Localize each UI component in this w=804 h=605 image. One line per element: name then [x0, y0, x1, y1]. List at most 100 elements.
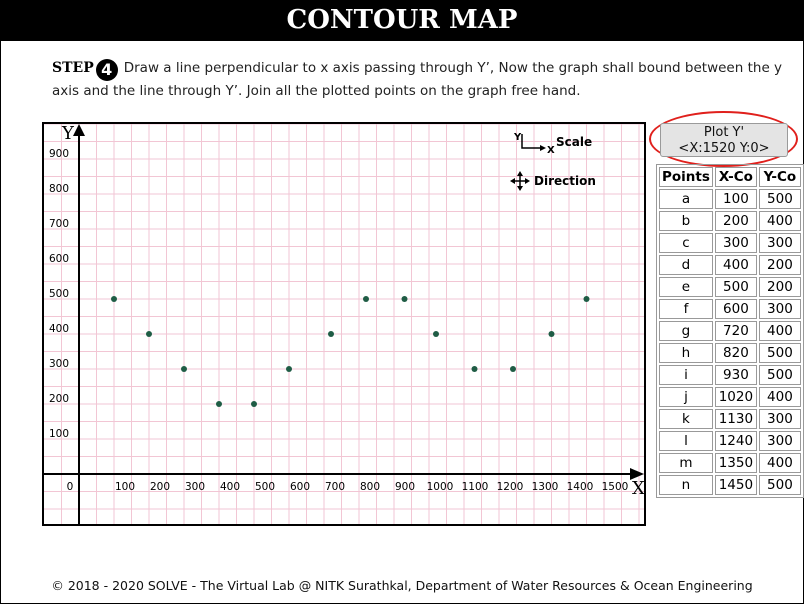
y-tick-label: 200 [49, 393, 69, 405]
table-row: d 400 200 [659, 255, 801, 275]
plot-y-prime-button[interactable]: Plot Y' <X:1520 Y:0> [660, 123, 788, 157]
x-tick-label: 0 [67, 481, 74, 493]
x-tick-label: 700 [325, 481, 345, 493]
data-point [401, 296, 408, 302]
x-tick-label: 100 [115, 481, 135, 493]
point-name-cell: k [659, 409, 713, 429]
y-coordinate-cell: 500 [758, 475, 801, 495]
x-coordinate-cell: 820 [714, 343, 757, 363]
step-label: STEP [52, 60, 94, 76]
page-header: CONTOUR MAP [0, 0, 804, 41]
x-coordinate-cell: 1240 [714, 431, 757, 451]
y-tick-label: 300 [49, 358, 69, 370]
x-axis-label: X [632, 478, 644, 499]
x-coordinate-cell: 1130 [714, 409, 757, 429]
tick-labels: 0 100 200 300 400 500 600 700 800 900 1000 1100 1200… [49, 148, 628, 493]
point-name-cell: n [659, 475, 713, 495]
point-name-cell: c [659, 233, 713, 253]
scale-icon [521, 134, 542, 149]
data-point [146, 331, 152, 337]
x-tick-label: 500 [255, 481, 275, 493]
x-coordinate-cell: 100 [714, 189, 757, 209]
x-tick-label: 400 [220, 481, 240, 493]
point-name-cell: g [659, 321, 713, 341]
data-point [548, 331, 555, 337]
y-tick-label: 400 [49, 323, 69, 335]
y-coordinate-cell: 500 [758, 343, 801, 363]
x-tick-label: 1300 [532, 481, 559, 493]
y-coordinate-cell: 200 [758, 277, 801, 297]
data-point [433, 331, 439, 337]
x-tick-label: 1200 [497, 481, 524, 493]
y-tick-label: 600 [49, 253, 69, 265]
x-coordinate-cell: 400 [714, 255, 757, 275]
data-points [111, 296, 590, 407]
table-row: f 600 300 [659, 299, 801, 319]
scale-y-label: Y [513, 132, 522, 143]
y-coordinate-cell: 400 [758, 387, 801, 407]
step-instruction: STEP 4 Draw a line perpendicular to x axis… [52, 58, 792, 102]
y-coordinate-cell: 300 [758, 299, 801, 319]
scale-x-label: X [547, 145, 555, 156]
y-coordinate-cell: 500 [758, 189, 801, 209]
table-row: m 1350 400 [659, 453, 801, 473]
point-name-cell: l [659, 431, 713, 451]
column-header: X-Co [714, 167, 757, 187]
data-point [583, 296, 590, 302]
data-point [510, 366, 516, 372]
x-coordinate-cell: 720 [714, 321, 757, 341]
table-row: h 820 500 [659, 343, 801, 363]
y-coordinate-cell: 200 [758, 255, 801, 275]
y-tick-label: 900 [49, 148, 69, 160]
step-text: Draw a line perpendicular to x axis pass… [52, 60, 783, 99]
x-axis-arrow-icon [630, 468, 644, 480]
data-point [216, 401, 222, 407]
x-tick-label: 800 [360, 481, 380, 493]
y-tick-label: 800 [49, 183, 69, 195]
y-coordinate-cell: 300 [758, 431, 801, 451]
y-coordinate-cell: 400 [758, 211, 801, 231]
column-header: Points [659, 167, 713, 187]
table-row: g 720 400 [659, 321, 801, 341]
data-point [471, 366, 478, 372]
y-coordinate-cell: 300 [758, 233, 801, 253]
x-coordinate-cell: 300 [714, 233, 757, 253]
table-row: i 930 500 [659, 365, 801, 385]
x-tick-label: 200 [150, 481, 170, 493]
x-tick-label: 1500 [602, 481, 629, 493]
direction-icon [510, 171, 530, 191]
data-point [363, 296, 369, 302]
point-name-cell: a [659, 189, 713, 209]
scale-label: Scale [556, 135, 592, 149]
table-row: l 1240 300 [659, 431, 801, 451]
x-tick-label: 900 [395, 481, 415, 493]
table-row: n 1450 500 [659, 475, 801, 495]
table-row: b 200 400 [659, 211, 801, 231]
graph-legend: Y X Scale Direction [510, 132, 596, 191]
plot-button-label: Plot Y' [703, 125, 745, 140]
data-point [111, 296, 117, 302]
x-coordinate-cell: 500 [714, 277, 757, 297]
data-point [181, 366, 187, 372]
point-name-cell: d [659, 255, 713, 275]
table-row: e 500 200 [659, 277, 801, 297]
x-coordinate-cell: 1020 [714, 387, 757, 407]
x-coordinate-cell: 1450 [714, 475, 757, 495]
point-name-cell: i [659, 365, 713, 385]
plot-button-coords: <X:1520 Y:0> [678, 141, 770, 156]
x-coordinate-cell: 200 [714, 211, 757, 231]
footer: © 2018 - 2020 SOLVE - The Virtual Lab @ … [0, 578, 804, 593]
x-tick-label: 1400 [567, 481, 594, 493]
graph-canvas[interactable]: Y X 0 100 200 300 400 500 600 700 800 900 1000 1100 1… [42, 122, 646, 526]
x-tick-label: 1100 [462, 481, 489, 493]
direction-label: Direction [534, 174, 596, 188]
point-name-cell: f [659, 299, 713, 319]
table-row: a 100 500 [659, 189, 801, 209]
contour-graph[interactable]: Y X 0 100 200 300 400 500 600 700 800 900 1000 1100 1… [44, 124, 644, 524]
point-name-cell: e [659, 277, 713, 297]
point-name-cell: m [659, 453, 713, 473]
table-row: j 1020 400 [659, 387, 801, 407]
x-tick-label: 1000 [427, 481, 454, 493]
point-name-cell: b [659, 211, 713, 231]
page-title: CONTOUR MAP [286, 5, 518, 35]
